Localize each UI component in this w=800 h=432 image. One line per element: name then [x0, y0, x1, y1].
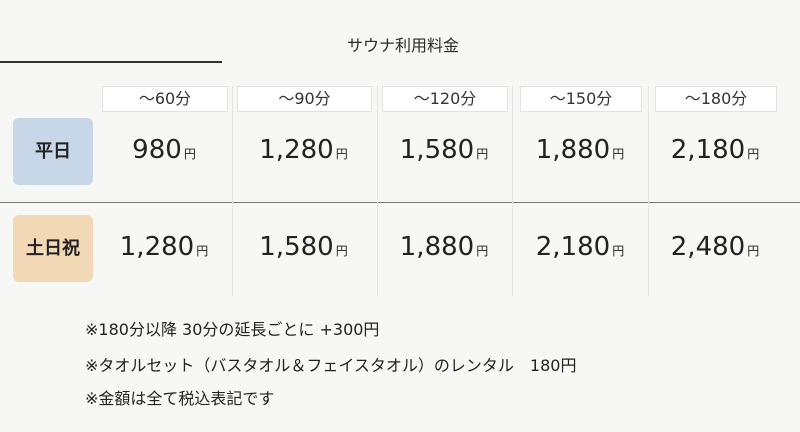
price-value: 1,580: [399, 135, 475, 165]
price-cell: 2,180 円: [650, 135, 780, 165]
yen-unit: 円: [747, 244, 760, 258]
yen-unit: 円: [476, 244, 489, 258]
price-cell: 2,180 円: [515, 232, 645, 262]
price-cell: 980 円: [97, 135, 231, 165]
price-cell: 1,580 円: [377, 135, 511, 165]
price-value: 2,180: [535, 232, 611, 262]
yen-unit: 円: [335, 244, 348, 258]
yen-unit: 円: [476, 147, 489, 161]
price-value: 1,280: [119, 232, 195, 262]
price-cell: 1,880 円: [377, 232, 511, 262]
price-value: 1,580: [259, 232, 334, 262]
column-header: ～90分: [237, 86, 372, 112]
note: ※タオルセット（バスタオル＆フェイスタオル）のレンタル 180円: [85, 356, 577, 375]
price-value: 2,480: [670, 232, 746, 262]
page-title: サウナ利用料金: [346, 36, 459, 55]
price-value: 980: [132, 135, 182, 165]
column-separator: [648, 86, 649, 296]
yen-unit: 円: [183, 147, 196, 161]
yen-unit: 円: [612, 147, 625, 161]
title-underline: [0, 61, 222, 63]
note: ※金額は全て税込表記です: [85, 389, 275, 408]
yen-unit: 円: [612, 244, 625, 258]
price-cell: 2,480 円: [650, 232, 780, 262]
price-value: 1,280: [259, 135, 334, 165]
column-header: ～60分: [102, 86, 228, 112]
row-label: 土日祝: [13, 215, 93, 282]
column-separator: [512, 86, 513, 296]
column-header: ～120分: [382, 86, 508, 112]
column-header: ～180分: [655, 86, 777, 112]
price-cell: 1,880 円: [515, 135, 645, 165]
yen-unit: 円: [196, 244, 209, 258]
yen-unit: 円: [747, 147, 760, 161]
column-separator: [377, 86, 378, 296]
price-cell: 1,280 円: [97, 232, 231, 262]
price-value: 1,880: [399, 232, 475, 262]
price-value: 1,880: [535, 135, 611, 165]
note: ※180分以降 30分の延長ごとに +300円: [85, 320, 380, 339]
column-separator: [232, 86, 233, 296]
price-cell: 1,580 円: [232, 232, 375, 262]
yen-unit: 円: [335, 147, 348, 161]
price-cell: 1,280 円: [232, 135, 375, 165]
row-divider: [0, 202, 800, 203]
price-value: 2,180: [670, 135, 746, 165]
column-header: ～150分: [520, 86, 642, 112]
row-label: 平日: [13, 118, 93, 185]
